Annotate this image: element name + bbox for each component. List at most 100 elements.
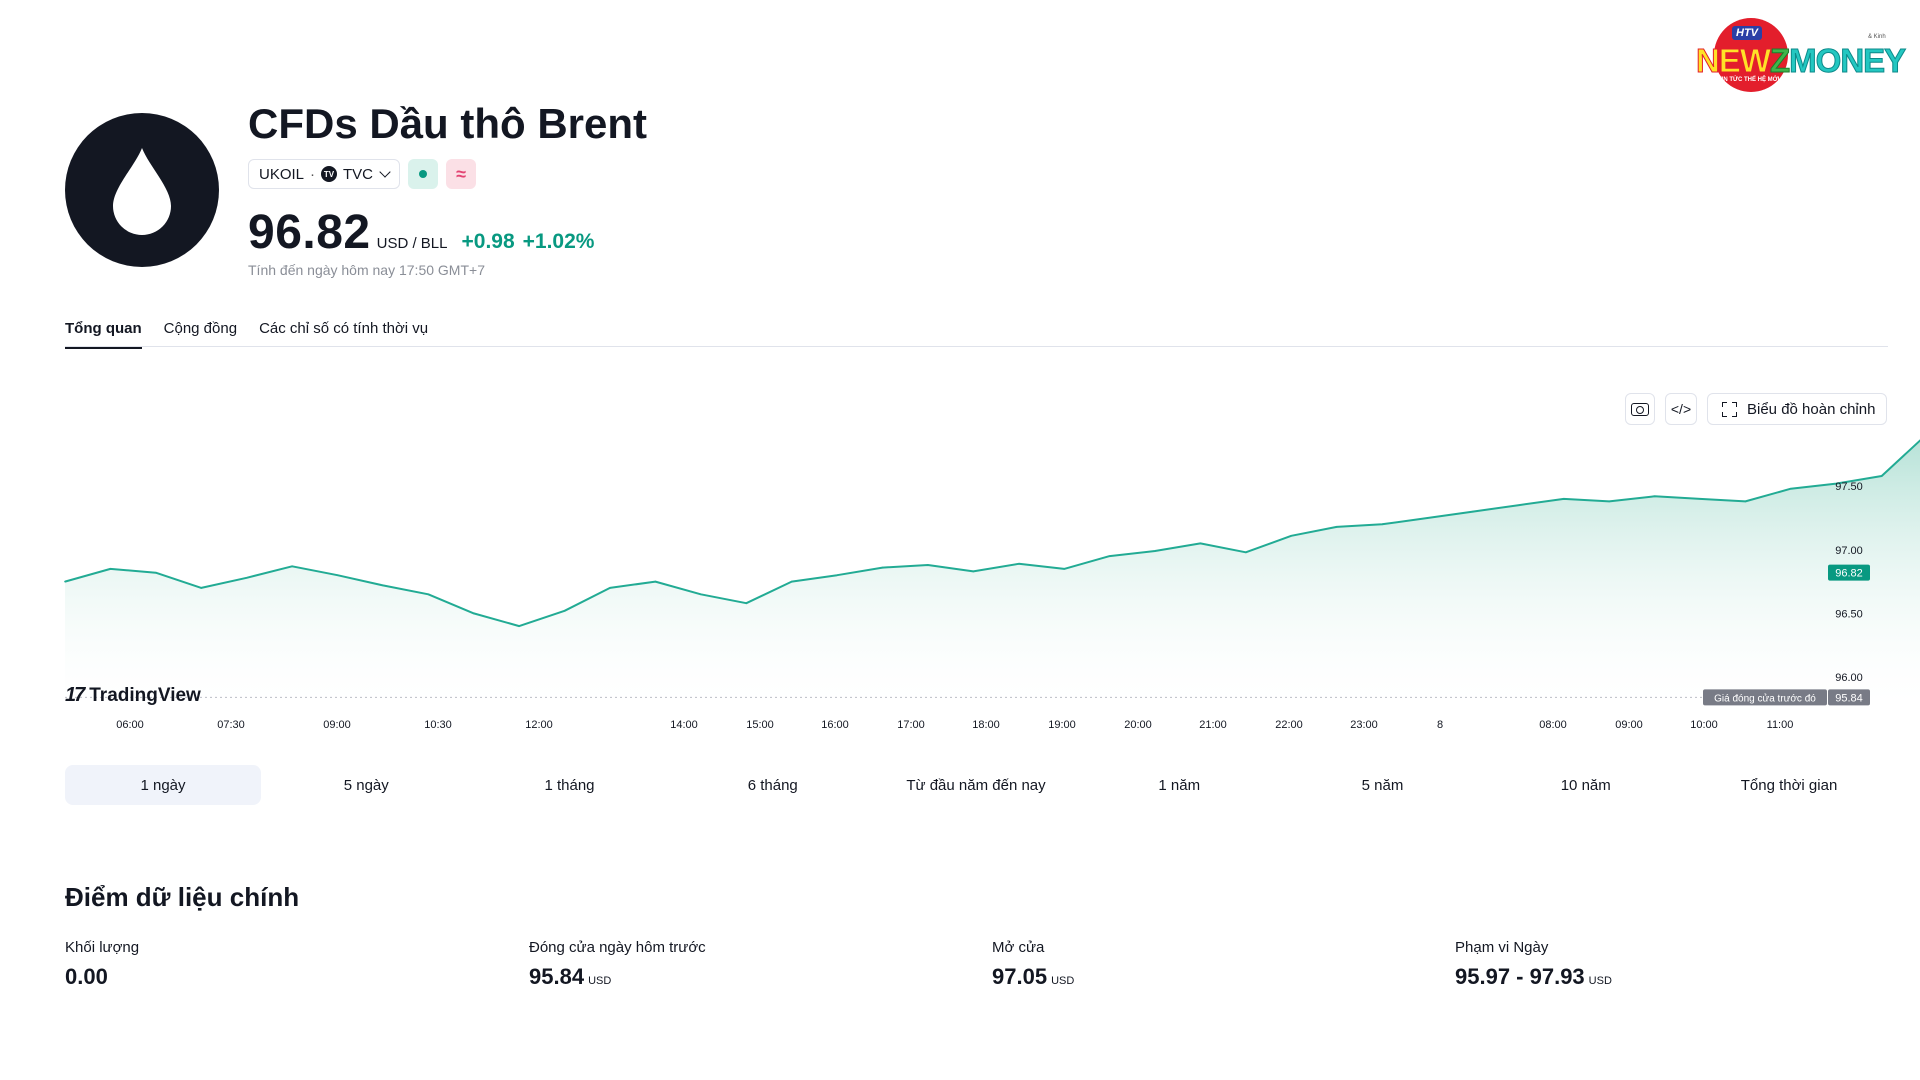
x-tick-label: 12:00: [525, 719, 553, 731]
data-point: [64, 580, 66, 583]
key-data-value: 95.97 - 97.93 USD: [1455, 964, 1612, 990]
tradingview-watermark: 17 TradingView: [65, 684, 201, 707]
watermark-corner-text: & Kinh: [1868, 34, 1886, 40]
key-data-value: 95.84 USD: [529, 964, 706, 990]
data-point: [1608, 500, 1610, 503]
y-tick-label: 97.00: [1835, 545, 1863, 557]
data-point: [109, 568, 112, 570]
price-row: 96.82 USD / BLL +0.98 +1.02%: [248, 205, 594, 260]
data-point: [927, 564, 929, 566]
x-tick-label: 15:00: [746, 719, 774, 731]
current-price-label: 96.82: [1835, 568, 1863, 580]
key-data-value: 0.00: [65, 964, 139, 990]
tradingview-name: TradingView: [89, 684, 201, 706]
price-change: +0.98: [461, 230, 515, 253]
key-data-label: Mở cửa: [992, 939, 1045, 956]
watermark-brand-money: MONEY: [1789, 42, 1907, 80]
key-data-unit: USD: [1588, 975, 1612, 987]
data-point: [563, 610, 566, 612]
prev-close-caption: Giá đóng cửa trước đó: [1714, 692, 1816, 704]
range-all-button[interactable]: Tổng thời gian: [1740, 776, 1838, 794]
watermark-brand: NEWZMONEY: [1696, 42, 1907, 80]
tab-seasonals[interactable]: Các chỉ số có tính thời vụ: [259, 320, 429, 337]
code-icon: </>: [1670, 401, 1692, 417]
range-10y-button[interactable]: 10 năm: [1560, 776, 1611, 794]
watermark-logo: HTV NEWZMONEY TIN TỨC THẾ HỆ MỚI & Kinh: [1696, 14, 1920, 94]
market-status-badge[interactable]: [408, 159, 439, 189]
range-selector: 1 ngày 5 ngày 1 tháng 6 tháng Từ đầu năm…: [65, 765, 1887, 805]
key-data-open: Mở cửa 97.05 USD: [992, 939, 1074, 990]
data-point: [155, 571, 157, 574]
exchange-label: TVC: [343, 165, 374, 183]
embed-button[interactable]: </>: [1665, 393, 1697, 425]
full-chart-button[interactable]: Biểu đồ hoàn chỉnh: [1707, 393, 1887, 425]
x-tick-label: 8: [1437, 719, 1443, 731]
tab-overview[interactable]: Tổng quan: [65, 320, 142, 349]
price-area-fill: [65, 440, 1920, 705]
delayed-data-badge[interactable]: ≈: [446, 159, 477, 189]
x-tick-label: 21:00: [1199, 719, 1227, 731]
tab-community[interactable]: Cộng đồng: [163, 320, 238, 337]
x-tick-label: 09:00: [1615, 719, 1643, 731]
price-change-percent: +1.02%: [522, 230, 595, 253]
range-1y-button[interactable]: 1 năm: [1158, 776, 1201, 794]
data-point: [1880, 475, 1883, 477]
camera-icon: [1631, 402, 1649, 416]
data-point: [700, 593, 702, 596]
data-point: [1245, 551, 1247, 554]
delay-wave-icon: ≈: [456, 163, 466, 184]
data-point: [1699, 498, 1701, 500]
x-tick-label: 20:00: [1124, 719, 1152, 731]
price-chart[interactable]: 06:00 07:30 09:00 10:30 12:00 14:00 15:00 16:00…: [0, 0, 1920, 760]
key-data-unit: USD: [1051, 975, 1075, 987]
data-point: [836, 574, 838, 577]
key-data-volume: Khối lượng 0.00: [65, 939, 139, 990]
range-ytd-button[interactable]: Từ đầu năm đến nay: [906, 776, 1046, 794]
watermark-brand-z: Z: [1769, 42, 1790, 80]
prev-close-value-badge: [1828, 689, 1870, 706]
data-point: [1335, 526, 1338, 528]
x-tick-label: 14:00: [670, 719, 698, 731]
data-point: [1653, 495, 1656, 498]
key-data-number: 95.84: [529, 964, 585, 989]
data-point: [245, 576, 248, 579]
data-point: [1290, 534, 1293, 537]
range-5y-button[interactable]: 5 năm: [1361, 776, 1404, 794]
key-data-label: Khối lượng: [65, 939, 140, 956]
x-tick-label: 19:00: [1048, 719, 1076, 731]
x-tick-label: 11:00: [1767, 719, 1794, 731]
x-tick-label: 07:30: [217, 719, 245, 731]
market-open-dot-icon: [419, 170, 428, 178]
watermark-brand-new: NEW: [1696, 42, 1772, 80]
data-point: [1381, 523, 1383, 526]
watermark-tagline: TIN TỨC THẾ HỆ MỚI: [1718, 77, 1780, 83]
x-tick-label: 06:00: [116, 719, 144, 731]
data-point: [200, 587, 203, 589]
exchange-icon: TV: [321, 166, 338, 182]
data-point: [291, 565, 293, 568]
watermark-htv: HTV: [1732, 26, 1762, 40]
key-data-number: 0.00: [65, 964, 108, 989]
range-1d-button[interactable]: 1 ngày: [65, 765, 261, 805]
x-tick-label: 08:00: [1539, 719, 1567, 731]
key-data-value: 97.05 USD: [992, 964, 1074, 990]
tabs-divider: [65, 346, 1888, 347]
prev-close-caption-badge: [1703, 689, 1827, 706]
range-1m-button[interactable]: 1 tháng: [544, 776, 595, 794]
last-price: 96.82: [248, 206, 371, 259]
x-tick-label: 10:00: [1690, 719, 1718, 731]
data-point: [745, 602, 748, 605]
range-6m-button[interactable]: 6 tháng: [747, 776, 798, 794]
x-tick-label: 22:00: [1275, 719, 1303, 731]
page-title: CFDs Dầu thô Brent: [248, 100, 647, 147]
range-5d-button[interactable]: 5 ngày: [343, 776, 389, 794]
y-tick-label: 96.00: [1835, 672, 1863, 684]
x-tick-label: 23:00: [1350, 719, 1378, 731]
key-data-number: 95.97 - 97.93: [1455, 964, 1585, 989]
snapshot-button[interactable]: [1625, 393, 1655, 425]
x-tick-label: 16:00: [821, 719, 849, 731]
symbol-selector[interactable]: UKOIL · TV TVC: [248, 159, 401, 189]
data-point: [518, 625, 520, 627]
data-point: [1472, 510, 1474, 513]
data-point: [1199, 542, 1202, 545]
